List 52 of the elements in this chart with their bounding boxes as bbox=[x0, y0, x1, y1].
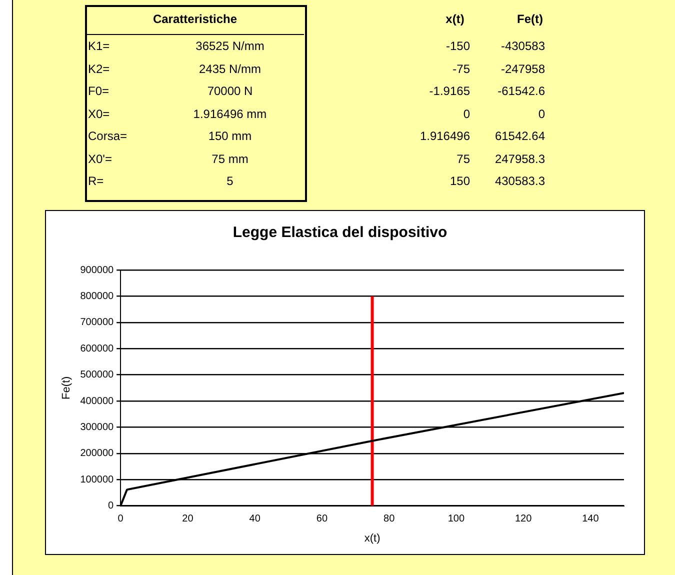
y-tick-label: 300000 bbox=[80, 422, 114, 433]
y-tick-label: 700000 bbox=[80, 317, 114, 328]
text: -430583 bbox=[500, 39, 545, 53]
text: K2= bbox=[88, 62, 110, 76]
text: 430583.3 bbox=[494, 174, 545, 188]
text: X0= bbox=[88, 106, 110, 120]
y-tick-label: 600000 bbox=[80, 343, 114, 354]
text: 70000 N bbox=[206, 84, 254, 98]
text: 150 bbox=[450, 174, 470, 188]
text: 1.916496 bbox=[420, 129, 470, 143]
x-tick-label: 100 bbox=[448, 514, 465, 525]
x-tick-label: 140 bbox=[582, 514, 600, 525]
text: R= bbox=[88, 174, 104, 188]
y-tick-label: 500000 bbox=[80, 370, 114, 381]
text: Corsa= bbox=[88, 129, 128, 143]
y-tick-label: 400000 bbox=[80, 396, 114, 407]
text: 1.916496 mm bbox=[192, 106, 268, 120]
y-tick-label: 200000 bbox=[80, 448, 114, 460]
text: Fe(t) bbox=[516, 12, 544, 26]
x-tick-label: 20 bbox=[182, 514, 194, 525]
text: -61542.6 bbox=[498, 84, 545, 98]
y-tick-label: 0 bbox=[108, 500, 114, 512]
text: -150 bbox=[446, 39, 470, 53]
text: -75 bbox=[452, 62, 470, 76]
x-axis-title: x(t) bbox=[364, 532, 380, 544]
y-tick-label: 900000 bbox=[80, 264, 114, 276]
text: 36525 N/mm bbox=[194, 39, 266, 53]
x-tick-label: 80 bbox=[384, 514, 396, 525]
text: 0 bbox=[463, 106, 470, 120]
y-tick-label: 800000 bbox=[80, 290, 114, 302]
text: 247958.3 bbox=[494, 152, 545, 166]
text: Caratteristiche bbox=[152, 12, 238, 26]
text: F0= bbox=[88, 84, 110, 98]
x-tick-label: 40 bbox=[249, 514, 261, 525]
text: 5 bbox=[226, 174, 234, 188]
x-tick-label: 0 bbox=[118, 514, 124, 525]
chart-title: Legge Elastica del dispositivo bbox=[232, 224, 448, 242]
text: 150 mm bbox=[207, 129, 253, 143]
text: 0 bbox=[538, 106, 545, 120]
x-tick-label: 120 bbox=[514, 514, 532, 525]
text: -1.9165 bbox=[429, 84, 470, 98]
text: 75 bbox=[456, 152, 470, 166]
y-tick-label: 100000 bbox=[80, 474, 114, 486]
text: x(t) bbox=[444, 12, 466, 26]
x-tick-label: 60 bbox=[316, 514, 328, 525]
text: 61542.64 bbox=[494, 129, 545, 143]
text: 2435 N/mm bbox=[198, 62, 262, 76]
y-axis-title: Fe(t) bbox=[60, 376, 73, 400]
text: K1= bbox=[88, 39, 110, 53]
text: 75 mm bbox=[210, 152, 250, 166]
text: -247958 bbox=[500, 62, 545, 76]
text: X0'= bbox=[88, 152, 112, 166]
